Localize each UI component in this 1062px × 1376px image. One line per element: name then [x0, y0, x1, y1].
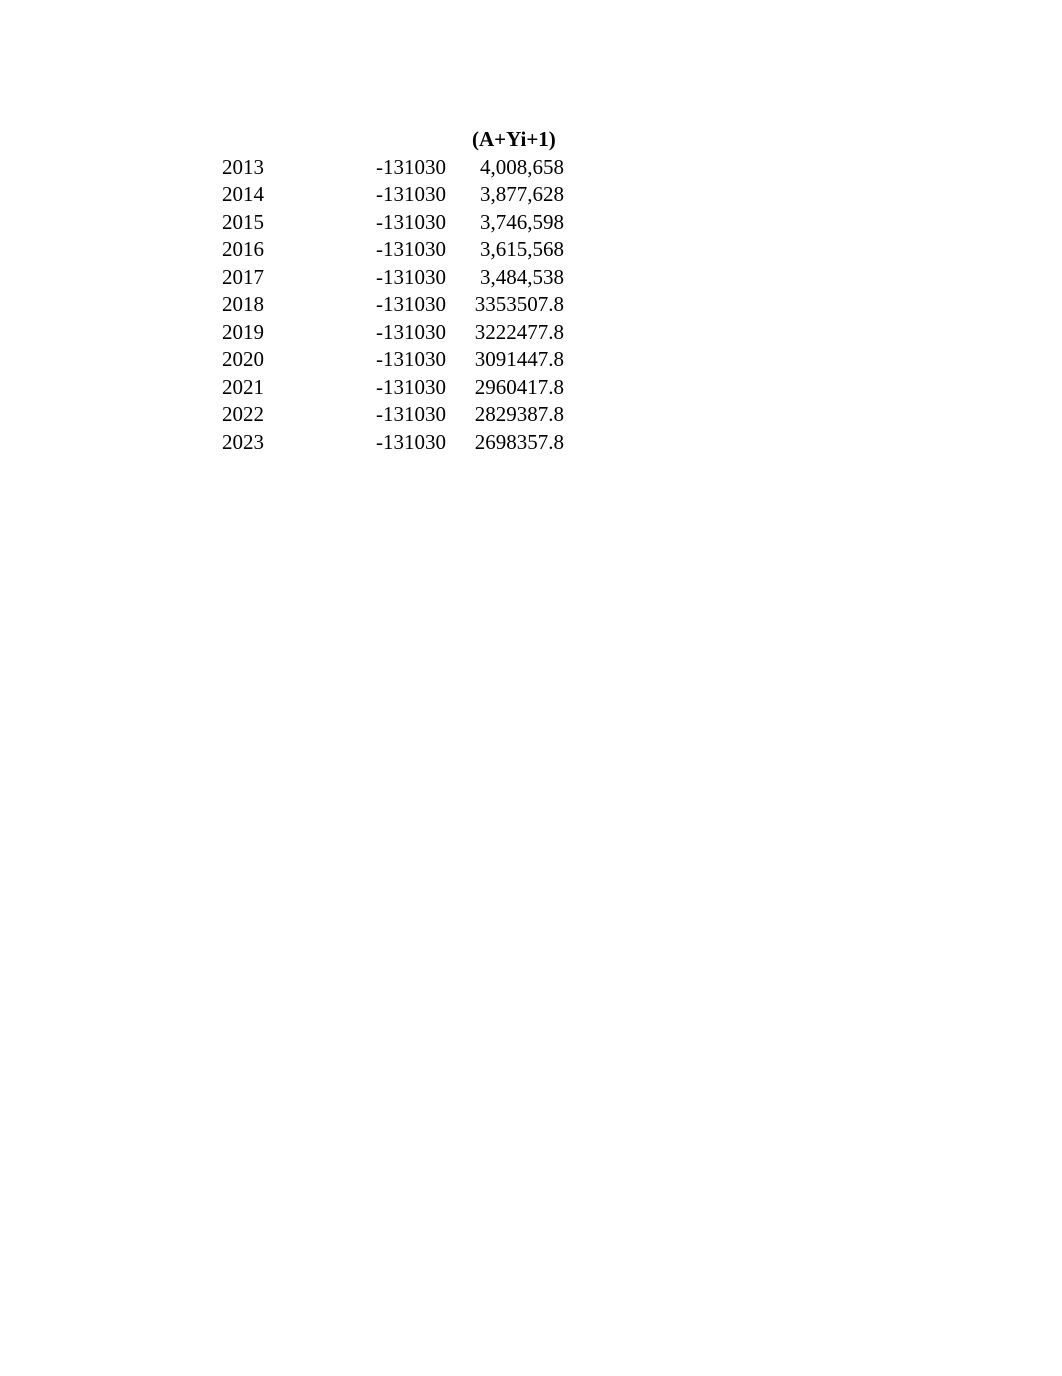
cell-year: 2022 [222, 401, 328, 429]
cell-year: 2015 [222, 209, 328, 237]
table-row: 2013 -131030 4,008,658 [222, 154, 564, 182]
cell-calc: 3353507.8 [446, 291, 564, 319]
cell-year: 2023 [222, 429, 328, 457]
cell-value: -131030 [328, 236, 446, 264]
cell-year: 2019 [222, 319, 328, 347]
data-table-container: (A+Yi+1) 2013 -131030 4,008,658 2014 -13… [222, 126, 564, 456]
cell-calc: 3,877,628 [446, 181, 564, 209]
table-row: 2014 -131030 3,877,628 [222, 181, 564, 209]
cell-calc: 2960417.8 [446, 374, 564, 402]
cell-year: 2021 [222, 374, 328, 402]
data-table: (A+Yi+1) 2013 -131030 4,008,658 2014 -13… [222, 126, 564, 456]
cell-value: -131030 [328, 346, 446, 374]
cell-year: 2014 [222, 181, 328, 209]
cell-value: -131030 [328, 264, 446, 292]
table-row: 2019 -131030 3222477.8 [222, 319, 564, 347]
table-row: 2018 -131030 3353507.8 [222, 291, 564, 319]
cell-year: 2013 [222, 154, 328, 182]
table-row: 2016 -131030 3,615,568 [222, 236, 564, 264]
cell-calc: 3091447.8 [446, 346, 564, 374]
table-row: 2020 -131030 3091447.8 [222, 346, 564, 374]
header-year [222, 126, 328, 154]
cell-value: -131030 [328, 181, 446, 209]
cell-year: 2018 [222, 291, 328, 319]
cell-value: -131030 [328, 209, 446, 237]
header-value [328, 126, 446, 154]
cell-value: -131030 [328, 401, 446, 429]
cell-calc: 3,746,598 [446, 209, 564, 237]
cell-calc: 4,008,658 [446, 154, 564, 182]
cell-calc: 3,484,538 [446, 264, 564, 292]
table-row: 2021 -131030 2960417.8 [222, 374, 564, 402]
cell-year: 2020 [222, 346, 328, 374]
table-row: 2023 -131030 2698357.8 [222, 429, 564, 457]
cell-value: -131030 [328, 374, 446, 402]
cell-value: -131030 [328, 291, 446, 319]
cell-value: -131030 [328, 319, 446, 347]
table-body: 2013 -131030 4,008,658 2014 -131030 3,87… [222, 154, 564, 457]
table-row: 2017 -131030 3,484,538 [222, 264, 564, 292]
cell-year: 2017 [222, 264, 328, 292]
table-row: 2022 -131030 2829387.8 [222, 401, 564, 429]
cell-value: -131030 [328, 429, 446, 457]
header-calc: (A+Yi+1) [446, 126, 564, 154]
cell-calc: 2698357.8 [446, 429, 564, 457]
cell-calc: 3,615,568 [446, 236, 564, 264]
cell-year: 2016 [222, 236, 328, 264]
cell-calc: 3222477.8 [446, 319, 564, 347]
cell-calc: 2829387.8 [446, 401, 564, 429]
table-row: 2015 -131030 3,746,598 [222, 209, 564, 237]
table-header-row: (A+Yi+1) [222, 126, 564, 154]
cell-value: -131030 [328, 154, 446, 182]
